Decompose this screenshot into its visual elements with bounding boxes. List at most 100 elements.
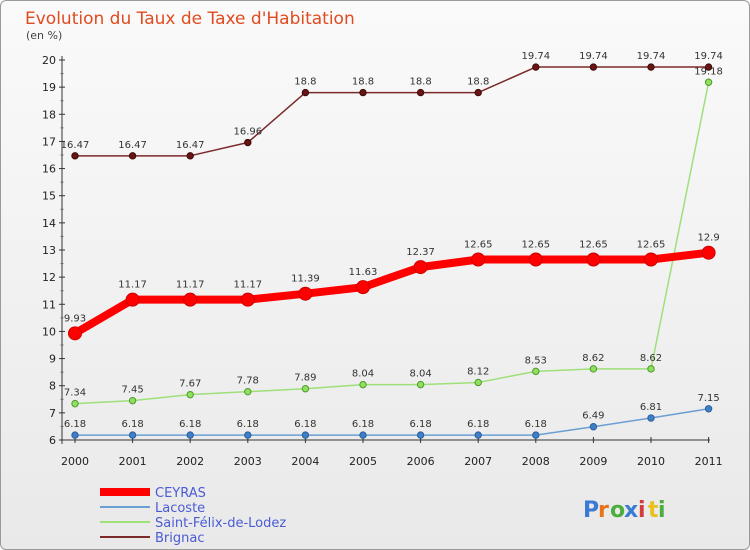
- series-line: [75, 408, 709, 436]
- y-tick-label: 19: [42, 81, 56, 94]
- data-point: [704, 63, 713, 71]
- x-tick-label: 2001: [119, 455, 147, 468]
- data-point: [356, 280, 370, 295]
- data-point: [244, 431, 252, 439]
- data-point: [244, 138, 252, 147]
- data-point: [474, 378, 482, 387]
- data-label: 11.17: [118, 280, 147, 291]
- data-label: 19.74: [694, 51, 723, 62]
- data-label: 18.8: [409, 77, 431, 88]
- y-tick-label: 10: [42, 325, 56, 338]
- proxiti-logo: Pr ox i t i: [583, 498, 666, 523]
- data-label: 7.45: [121, 385, 143, 396]
- y-tick-label: 16: [42, 163, 56, 176]
- data-label: 11.63: [349, 267, 378, 278]
- data-label: 6.18: [179, 419, 201, 430]
- data-label: 6.49: [582, 411, 604, 422]
- data-label: 11.17: [233, 280, 262, 291]
- data-label: 6.18: [121, 419, 143, 430]
- data-label: 7.78: [237, 376, 259, 387]
- data-label: 11.39: [291, 274, 320, 285]
- data-point: [128, 152, 137, 160]
- data-point: [359, 380, 367, 389]
- data-label: 16.96: [233, 127, 262, 138]
- y-tick-label: 9: [49, 353, 56, 366]
- data-point: [71, 431, 79, 439]
- y-tick-label: 17: [42, 135, 56, 148]
- y-tick-label: 15: [42, 190, 56, 203]
- data-label: 6.18: [237, 419, 259, 430]
- data-point: [416, 431, 425, 439]
- x-tick-label: 2000: [61, 455, 89, 468]
- legend-entry: CEYRAS: [155, 486, 206, 501]
- data-label: 11.17: [176, 280, 205, 291]
- data-point: [589, 365, 598, 373]
- data-label: 12.65: [579, 240, 608, 251]
- data-label: 7.34: [64, 388, 86, 399]
- data-point: [413, 260, 428, 275]
- data-label: 8.62: [582, 353, 604, 364]
- data-point: [474, 431, 482, 439]
- y-tick-label: 6: [49, 434, 56, 447]
- data-point: [474, 88, 482, 97]
- chart-title: Evolution du Taux de Taxe d'Habitation: [25, 9, 355, 29]
- data-label: 7.67: [179, 379, 201, 390]
- x-tick-label: 2011: [695, 455, 723, 468]
- data-point: [128, 396, 137, 405]
- data-point: [471, 252, 486, 267]
- y-tick-label: 18: [42, 108, 56, 121]
- data-point: [647, 414, 655, 422]
- data-point: [586, 252, 601, 267]
- series-saint-f-lix-de-lodez: 7.34 7.45 7.67 7.78 7.89 8.04 8.04 8.12 8.53 8.62…: [64, 66, 723, 408]
- legend-entry: Saint-Félix-de-Lodez: [155, 516, 286, 531]
- data-point: [240, 292, 255, 307]
- data-label: 18.8: [294, 77, 316, 88]
- data-label: 19.18: [694, 66, 723, 77]
- x-tick-label: 2005: [349, 455, 377, 468]
- data-label: 12.37: [406, 247, 435, 258]
- x-tick-label: 2002: [176, 455, 204, 468]
- data-label: 7.15: [697, 393, 719, 404]
- x-tick-label: 2007: [464, 455, 492, 468]
- logo-letter: i: [658, 498, 666, 523]
- chart-subtitle: (en %): [26, 29, 62, 42]
- data-label: 19.74: [637, 51, 666, 62]
- data-point: [532, 63, 540, 71]
- data-point: [125, 292, 140, 307]
- logo-letter: x: [624, 498, 638, 523]
- y-tick-label: 8: [49, 380, 56, 393]
- data-label: 19.74: [579, 51, 608, 62]
- data-label: 6.18: [352, 419, 374, 430]
- data-label: 19.74: [521, 51, 550, 62]
- series-line: [72, 248, 710, 337]
- x-tick-label: 2009: [579, 455, 607, 468]
- data-label: 18.8: [352, 77, 374, 88]
- series-lacoste: 6.18 6.18 6.18 6.18 6.18 6.18 6.18 6.18 6.18 6.49…: [64, 393, 720, 439]
- data-label: 12.9: [697, 233, 719, 244]
- data-point: [68, 326, 82, 341]
- data-point: [359, 431, 367, 439]
- x-tick-label: 2004: [291, 455, 319, 468]
- data-label: 6.18: [525, 419, 547, 430]
- data-point: [244, 387, 252, 396]
- data-point: [701, 245, 716, 260]
- y-tick-label: 14: [42, 217, 56, 230]
- series-line: [74, 82, 710, 405]
- logo-letter: t: [648, 498, 659, 523]
- data-point: [301, 431, 310, 439]
- data-label: 12.65: [521, 240, 550, 251]
- data-label: 6.81: [640, 402, 662, 413]
- data-point: [589, 63, 598, 71]
- data-point: [298, 286, 313, 301]
- logo-letter: r: [598, 498, 609, 523]
- x-tick-label: 2003: [234, 455, 262, 468]
- data-label: 8.04: [409, 369, 431, 380]
- y-tick-label: 12: [42, 271, 56, 284]
- data-point: [301, 385, 310, 393]
- data-label: 6.18: [294, 419, 316, 430]
- data-point: [647, 365, 655, 373]
- data-label: 16.47: [176, 140, 205, 151]
- logo-letter: o: [610, 498, 625, 523]
